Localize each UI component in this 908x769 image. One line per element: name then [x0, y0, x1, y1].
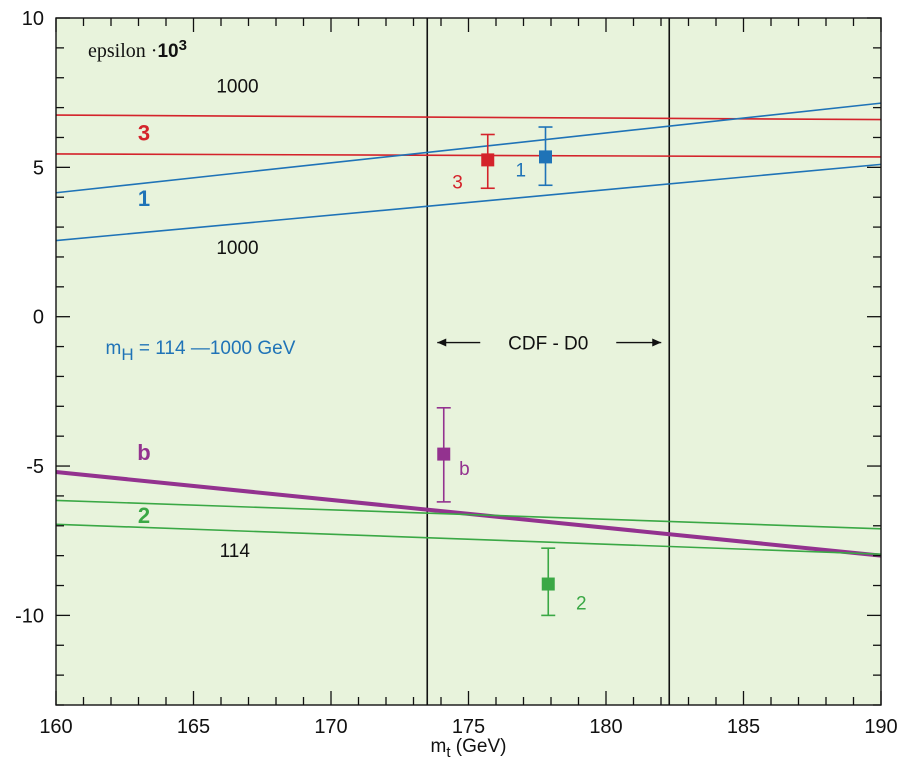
- mh-range-label: mH = 114 —1000 GeV: [106, 338, 296, 364]
- measurement-label-1: 1: [515, 160, 526, 181]
- lbl-3: 3: [138, 120, 150, 145]
- lbl-1000-top: 1000: [216, 77, 258, 98]
- band-lines: [426, 18, 671, 705]
- plot-frame: [55, 17, 882, 706]
- band-arrowhead-left: [437, 338, 447, 347]
- axis-labels: 160 165 170 175 180 185 190 10 5 0 -5 -10 mt (GeV): [15, 8, 898, 761]
- y-tick-label: -5: [26, 456, 44, 478]
- y-tick-label: 10: [22, 8, 44, 30]
- plot-area: [56, 18, 881, 705]
- marker-3: [481, 153, 495, 167]
- marker-2: [541, 577, 555, 591]
- x-tick-label: 190: [864, 716, 897, 738]
- measurement-label-b: b: [459, 459, 470, 480]
- x-tick-label: 180: [589, 716, 622, 738]
- y-tick-label: 5: [33, 157, 44, 179]
- x-axis-title: mt (GeV): [431, 736, 507, 761]
- band-annotation: CDF - D0: [437, 334, 662, 355]
- measurement-3: 3: [452, 133, 495, 193]
- y-tick-label: -10: [15, 605, 44, 627]
- series-line-2-6: [55, 523, 882, 555]
- lbl-1000-low: 1000: [216, 238, 258, 259]
- band-arrowhead-right: [652, 338, 662, 347]
- axis-ticks: [55, 17, 882, 706]
- lbl-2: 2: [138, 503, 150, 528]
- x-tick-label: 165: [177, 716, 210, 738]
- marker-1: [539, 150, 552, 164]
- measurement-1: 1: [515, 126, 553, 187]
- x-tick-label: 185: [727, 716, 760, 738]
- measurement-label-3: 3: [452, 172, 463, 193]
- series-line-3-1: [55, 153, 882, 158]
- band-label: CDF - D0: [508, 334, 588, 355]
- x-tick-label: 175: [452, 716, 485, 738]
- measurement-label-2: 2: [576, 593, 587, 614]
- lbl-b: b: [137, 440, 150, 465]
- measurement-2: 2: [541, 547, 587, 617]
- series-line-2-5: [55, 499, 882, 530]
- measurement-points: 3 1 b 2: [436, 126, 587, 617]
- lbl-114: 114: [220, 541, 251, 562]
- x-tick-label: 170: [314, 716, 347, 738]
- x-tick-label: 160: [39, 716, 72, 738]
- series-line-1-3: [55, 163, 882, 242]
- y-tick-label: 0: [33, 307, 44, 329]
- measurement-b: b: [436, 406, 470, 503]
- marker-b: [437, 447, 451, 461]
- lbl-1: 1: [138, 186, 150, 211]
- series-line-1-2: [55, 102, 882, 194]
- annotations: 1000 3 1 1000 b 2 114 mH = 114 —1000 GeV epsilon…: [88, 37, 662, 562]
- series-lines: [55, 102, 882, 558]
- chart-title: epsilon ·103: [88, 37, 187, 62]
